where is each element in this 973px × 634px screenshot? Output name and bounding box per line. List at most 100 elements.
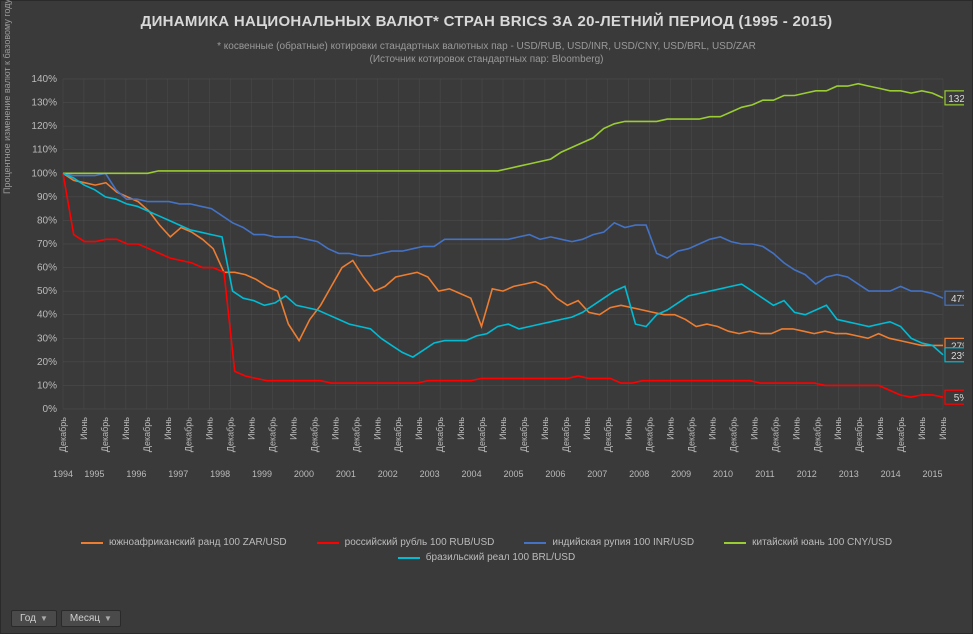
svg-text:1999: 1999 [252,469,272,479]
svg-text:Декабрь: Декабрь [603,417,613,452]
svg-text:Июнь: Июнь [540,417,550,440]
chart-title: ДИНАМИКА НАЦИОНАЛЬНЫХ ВАЛЮТ* СТРАН BRICS… [11,13,962,30]
svg-text:Июнь: Июнь [582,417,592,440]
svg-text:Декабрь: Декабрь [435,417,445,452]
svg-text:Декабрь: Декабрь [519,417,529,452]
svg-text:2015: 2015 [923,469,943,479]
svg-text:Июнь: Июнь [288,417,298,440]
svg-text:Июнь: Июнь [708,417,718,440]
svg-text:Декабрь: Декабрь [226,417,236,452]
svg-text:Декабрь: Декабрь [100,417,110,452]
chart-subtitle-1: * косвенные (обратные) котировки стандар… [11,40,962,54]
svg-text:2003: 2003 [420,469,440,479]
svg-text:2011: 2011 [755,469,774,479]
svg-text:2002: 2002 [378,469,398,479]
legend-item-INR[interactable]: индийская рупия 100 INR/USD [524,537,694,548]
chart-svg: 0%10%20%30%40%50%60%70%80%90%100%110%120… [11,71,964,531]
svg-text:1994: 1994 [53,469,73,479]
svg-text:Июнь: Июнь [330,417,340,440]
svg-text:Декабрь: Декабрь [896,417,906,452]
svg-text:Июнь: Июнь [456,417,466,440]
chart-plot-area: Процентное изменение валют к базовому го… [11,71,962,531]
month-selector-label: Месяц [70,613,100,624]
svg-text:Июнь: Июнь [791,417,801,440]
legend-swatch [524,542,546,544]
svg-text:Декабрь: Декабрь [184,417,194,452]
legend-label: китайский юань 100 CNY/USD [752,537,892,548]
svg-text:Декабрь: Декабрь [770,417,780,452]
svg-text:Июнь: Июнь [121,417,131,440]
svg-text:Декабрь: Декабрь [393,417,403,452]
svg-text:130%: 130% [31,98,57,109]
svg-text:Июнь: Июнь [247,417,257,440]
end-label-RUB: 5% [954,393,964,404]
svg-text:Декабрь: Декабрь [58,417,68,452]
svg-text:60%: 60% [37,263,57,274]
svg-text:Декабрь: Декабрь [477,417,487,452]
legend-item-ZAR[interactable]: южноафриканский ранд 100 ZAR/USD [81,537,287,548]
svg-text:Декабрь: Декабрь [268,417,278,452]
svg-text:80%: 80% [37,215,57,226]
legend-item-BRL[interactable]: бразильский реал 100 BRL/USD [398,552,575,563]
legend-label: южноафриканский ранд 100 ZAR/USD [109,537,287,548]
svg-text:140%: 140% [31,74,57,85]
svg-text:40%: 40% [37,310,57,321]
svg-text:2004: 2004 [462,469,482,479]
svg-text:2001: 2001 [336,469,356,479]
svg-text:2000: 2000 [294,469,314,479]
svg-text:1997: 1997 [168,469,188,479]
svg-text:0%: 0% [43,404,58,415]
svg-text:Июнь: Июнь [917,417,927,440]
legend-label: индийская рупия 100 INR/USD [552,537,694,548]
svg-text:Декабрь: Декабрь [142,417,152,452]
svg-text:2010: 2010 [713,469,733,479]
end-label-CNY: 132% [948,94,964,105]
chevron-down-icon: ▼ [40,614,48,623]
end-label-INR: 47% [951,294,964,305]
y-axis-title: Процентное изменение валют к базовому го… [2,0,12,194]
year-selector-button[interactable]: Год ▼ [11,610,57,627]
svg-text:2014: 2014 [881,469,901,479]
svg-text:100%: 100% [31,168,57,179]
legend-label: бразильский реал 100 BRL/USD [426,552,575,563]
svg-text:70%: 70% [37,239,57,250]
svg-text:Декабрь: Декабрь [561,417,571,452]
year-selector-label: Год [20,613,36,624]
svg-text:Июнь: Июнь [875,417,885,440]
svg-text:120%: 120% [31,121,57,132]
svg-text:Июнь: Июнь [666,417,676,440]
legend-item-RUB[interactable]: российский рубль 100 RUB/USD [317,537,495,548]
svg-text:90%: 90% [37,192,57,203]
legend-item-CNY[interactable]: китайский юань 100 CNY/USD [724,537,892,548]
chevron-down-icon: ▼ [104,614,112,623]
svg-text:50%: 50% [37,286,57,297]
month-selector-button[interactable]: Месяц ▼ [61,610,121,627]
svg-text:Декабрь: Декабрь [812,417,822,452]
svg-text:Декабрь: Декабрь [309,417,319,452]
svg-text:Июнь: Июнь [833,417,843,440]
time-controls: Год ▼ Месяц ▼ [11,610,121,627]
svg-text:2013: 2013 [839,469,859,479]
legend-swatch [724,542,746,544]
legend: южноафриканский ранд 100 ZAR/USD российск… [62,537,912,563]
svg-text:Июнь: Июнь [414,417,424,440]
svg-text:Июнь: Июнь [498,417,508,440]
svg-text:Июнь: Июнь [372,417,382,440]
legend-swatch [398,557,420,559]
svg-text:2006: 2006 [545,469,565,479]
svg-text:110%: 110% [32,145,57,156]
svg-text:Декабрь: Декабрь [728,417,738,452]
chart-subtitle-2: (Источник котировок стандартных пар: Blo… [11,54,962,65]
svg-text:Декабрь: Декабрь [854,417,864,452]
svg-text:Декабрь: Декабрь [687,417,697,452]
svg-text:30%: 30% [37,333,57,344]
end-label-BRL: 23% [951,351,964,362]
svg-text:Июнь: Июнь [79,417,89,440]
svg-text:Декабрь: Декабрь [351,417,361,452]
svg-text:2007: 2007 [587,469,607,479]
svg-text:2008: 2008 [629,469,649,479]
svg-text:Июнь: Июнь [624,417,634,440]
svg-text:20%: 20% [37,357,57,368]
legend-swatch [81,542,103,544]
svg-text:1996: 1996 [126,469,146,479]
